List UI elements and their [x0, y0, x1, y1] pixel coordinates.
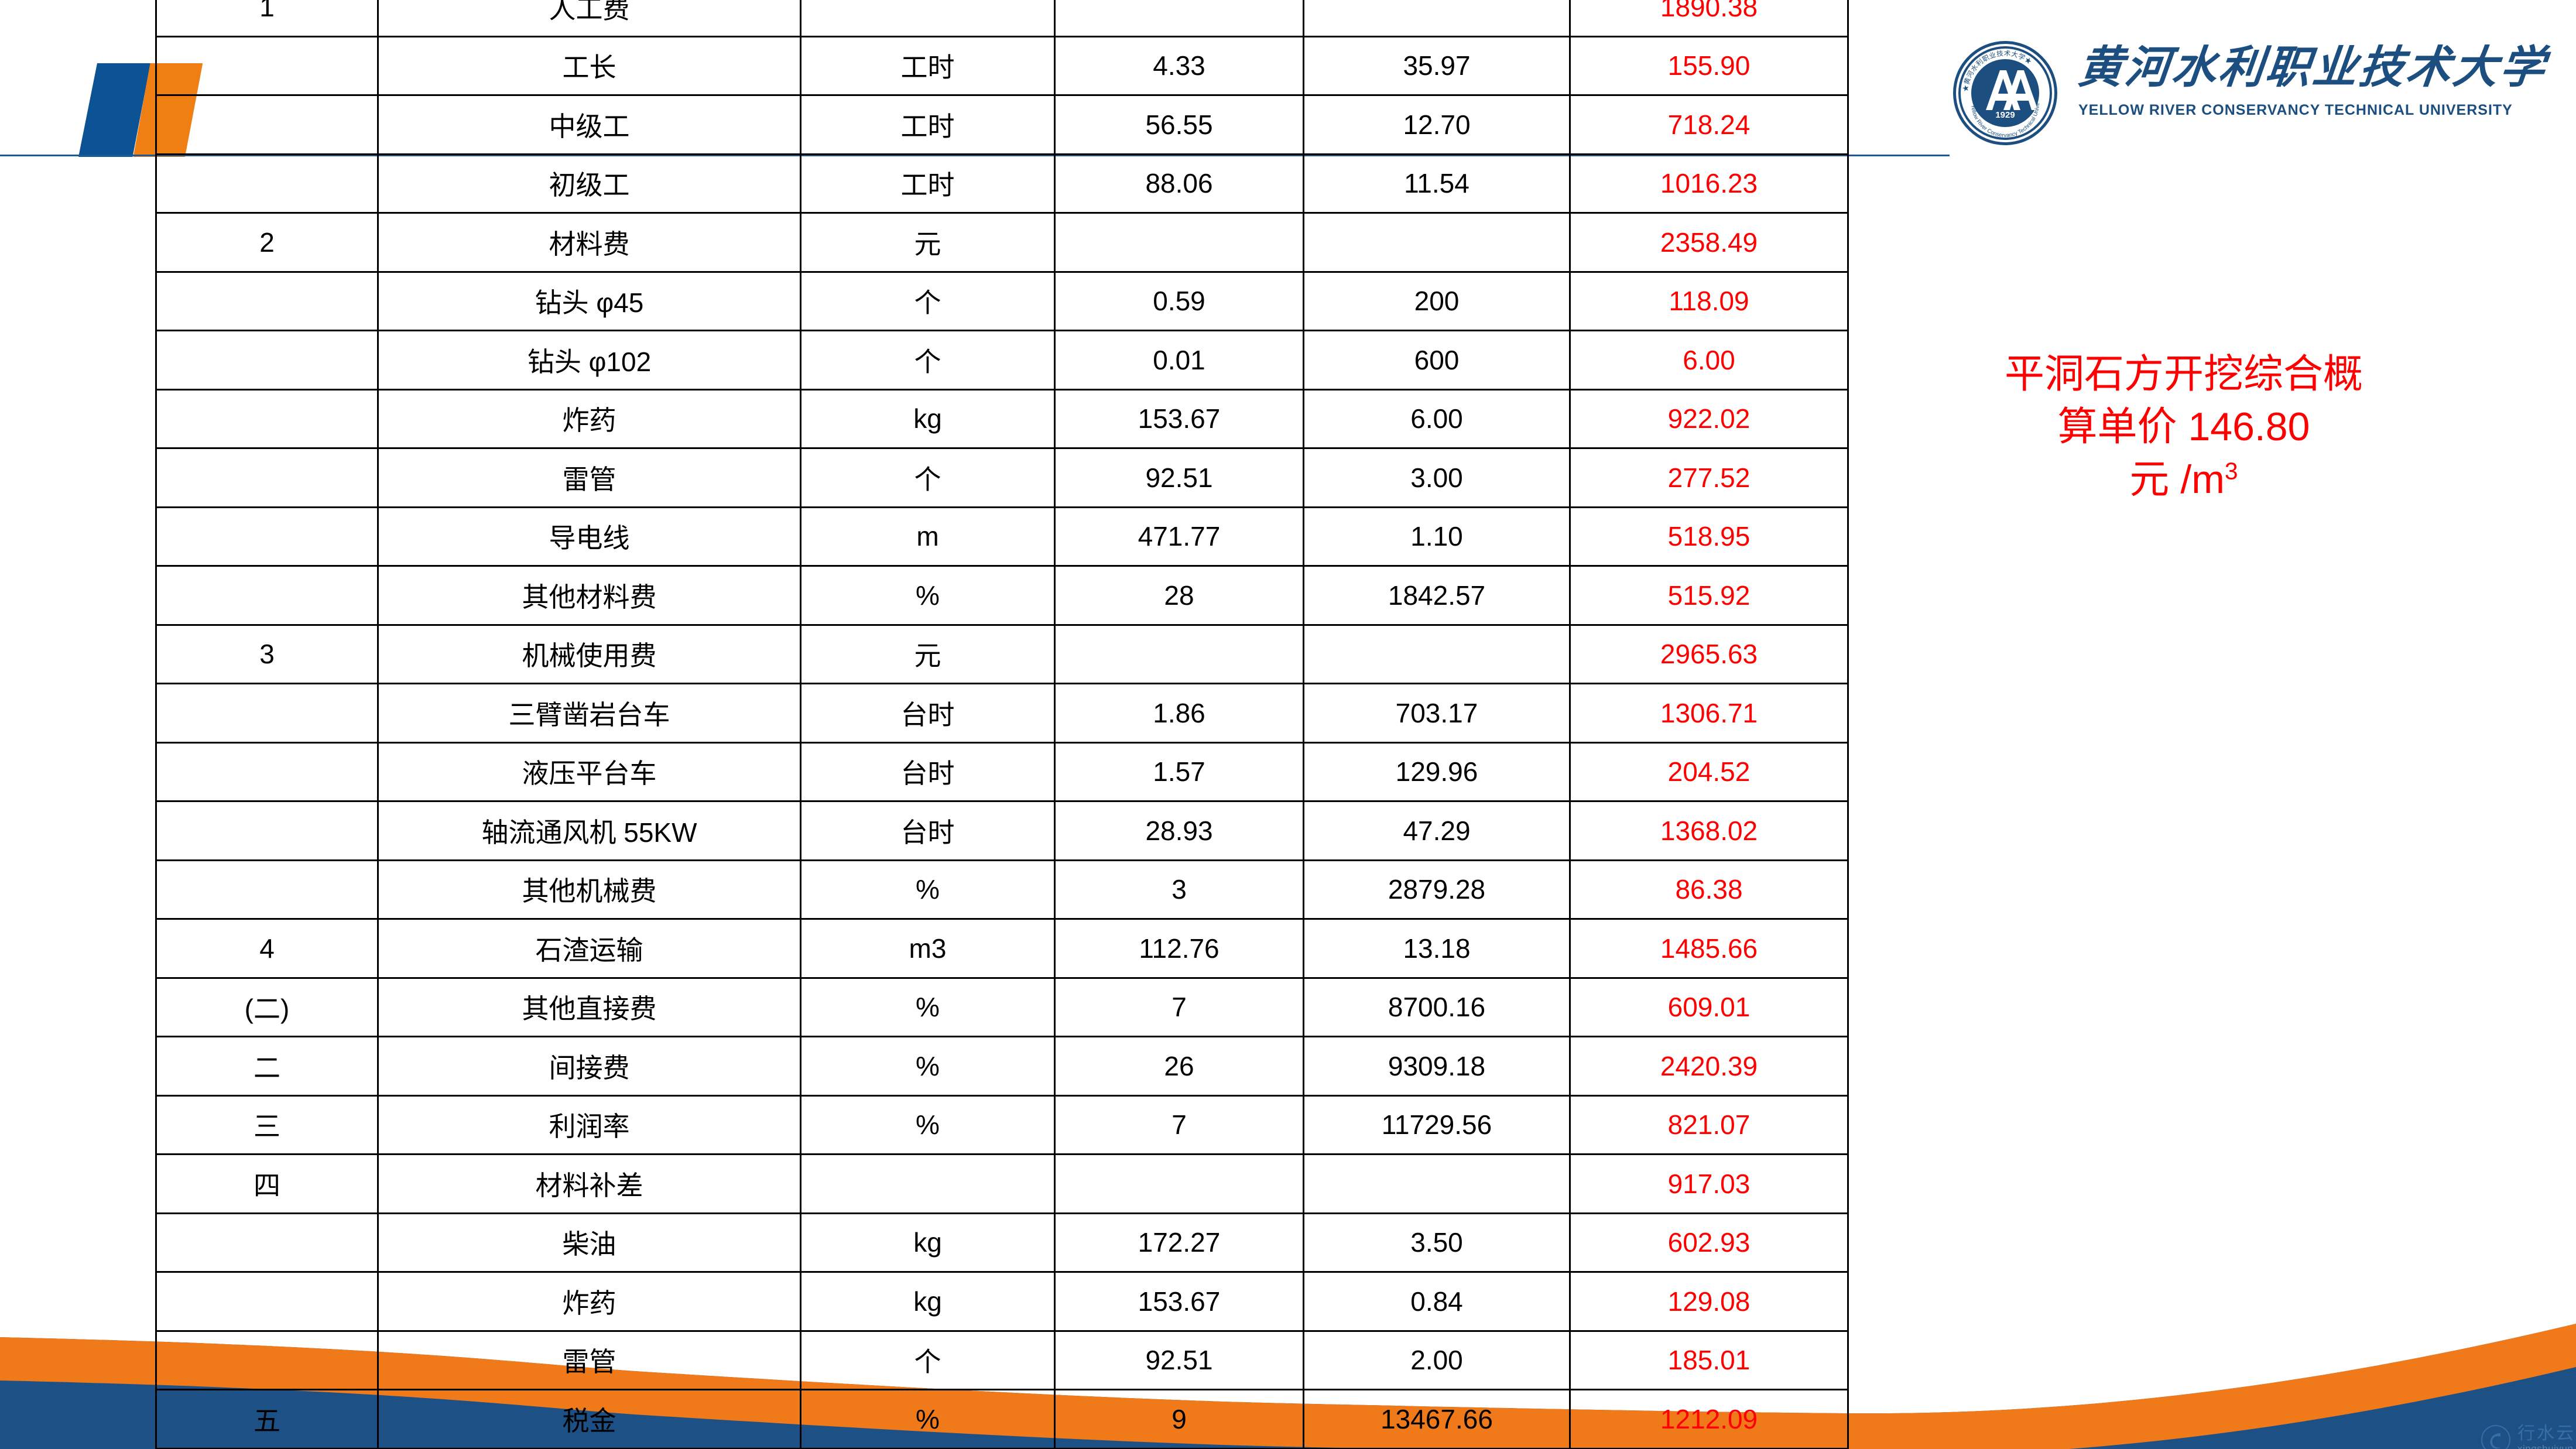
svg-text:1929: 1929 [1995, 110, 2015, 120]
